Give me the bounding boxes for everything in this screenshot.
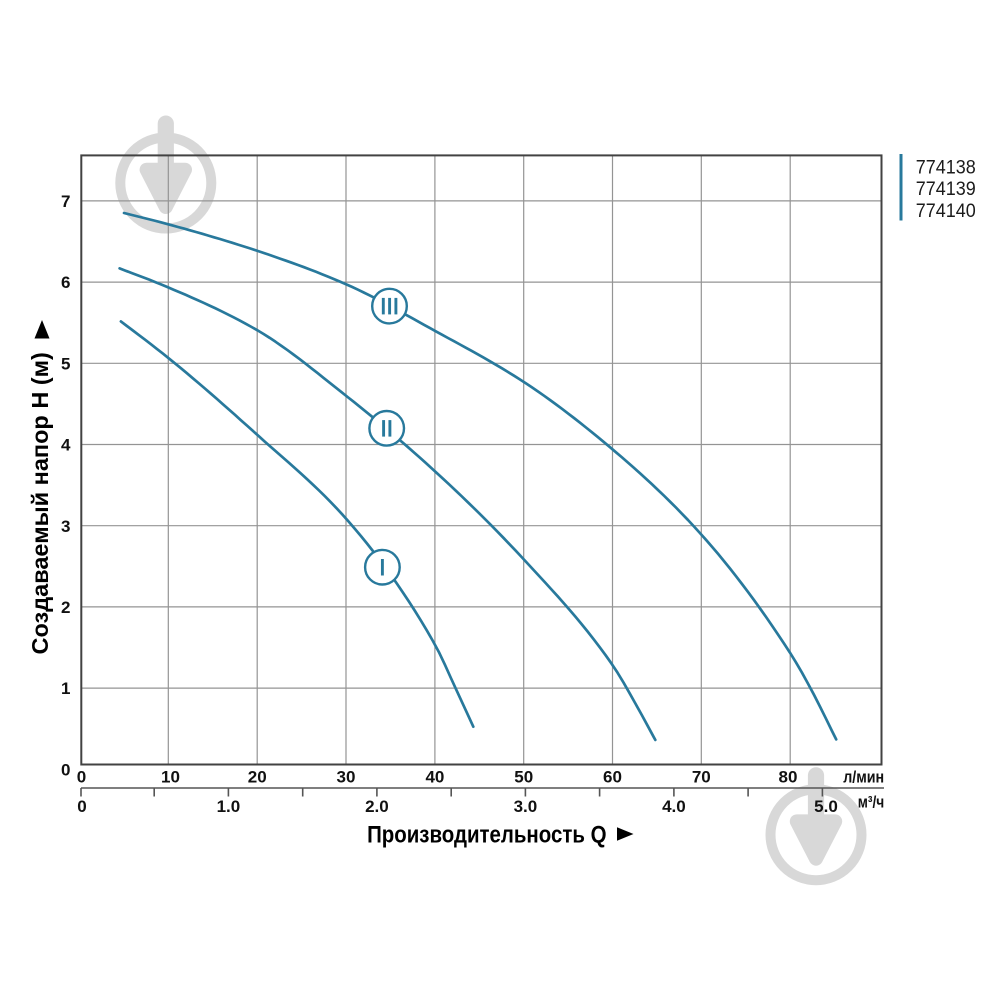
svg-text:3: 3 xyxy=(61,517,70,536)
svg-text:30: 30 xyxy=(337,768,356,787)
svg-text:м³/ч: м³/ч xyxy=(858,793,885,812)
svg-text:л/мин: л/мин xyxy=(843,768,884,787)
svg-text:20: 20 xyxy=(248,768,267,787)
svg-text:4: 4 xyxy=(61,436,71,455)
svg-text:60: 60 xyxy=(603,768,622,787)
svg-text:774140: 774140 xyxy=(916,201,976,222)
svg-text:2.0: 2.0 xyxy=(365,797,389,816)
svg-text:774139: 774139 xyxy=(916,179,976,200)
svg-text:0: 0 xyxy=(61,760,70,779)
svg-text:6: 6 xyxy=(61,273,70,292)
svg-text:70: 70 xyxy=(692,768,711,787)
svg-text:40: 40 xyxy=(425,768,444,787)
svg-text:0: 0 xyxy=(77,797,86,816)
svg-text:2: 2 xyxy=(61,598,70,617)
svg-text:1.0: 1.0 xyxy=(217,797,241,816)
svg-text:5.0: 5.0 xyxy=(814,797,838,816)
svg-text:10: 10 xyxy=(161,768,180,787)
svg-text:4.0: 4.0 xyxy=(662,797,686,816)
svg-text:Производительность Q: Производительность Q xyxy=(367,822,606,849)
svg-text:Создаваемый напор H (м): Создаваемый напор H (м) xyxy=(27,352,53,654)
svg-text:80: 80 xyxy=(779,768,798,787)
svg-text:1: 1 xyxy=(61,679,70,698)
svg-text:3.0: 3.0 xyxy=(514,797,538,816)
svg-text:0: 0 xyxy=(77,768,86,787)
svg-text:5: 5 xyxy=(61,354,70,373)
svg-text:7: 7 xyxy=(61,192,70,211)
svg-text:774138: 774138 xyxy=(916,158,976,179)
svg-text:50: 50 xyxy=(514,768,533,787)
